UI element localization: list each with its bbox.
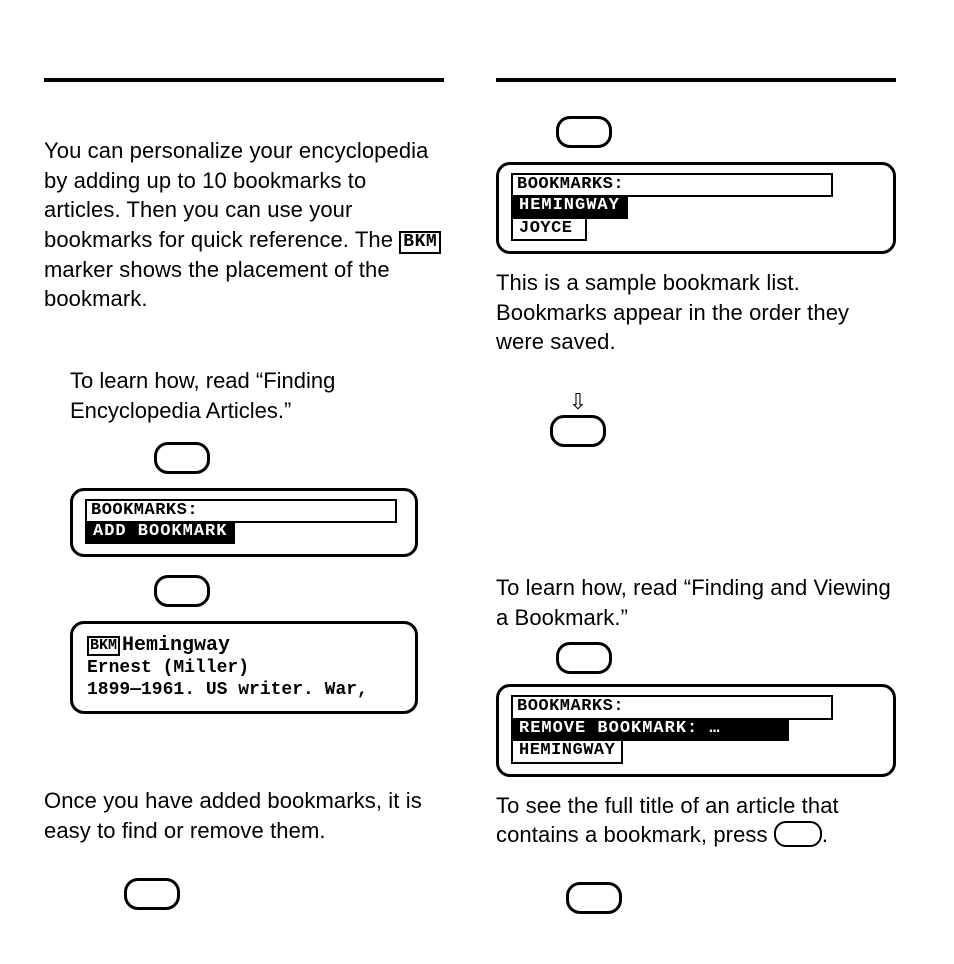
intro-text-post: marker shows the placement of the bookma… xyxy=(44,257,390,312)
lcd-article-preview: BKMHemingway Ernest (Miller) 1899—1961. … xyxy=(70,621,418,714)
device-button-icon xyxy=(154,442,210,474)
article-title-line: BKMHemingway xyxy=(87,634,401,658)
button-hint-row xyxy=(44,575,444,607)
button-hint-row xyxy=(44,878,444,910)
lcd-selected-item: REMOVE BOOKMARK: … xyxy=(511,718,789,741)
bkm-marker-tag: BKM xyxy=(399,231,441,254)
device-button-icon xyxy=(550,415,606,447)
paragraph-full-title-post: . xyxy=(822,822,828,847)
paragraph-find-remove: Once you have added bookmarks, it is eas… xyxy=(44,786,444,845)
button-hint-row xyxy=(496,116,896,148)
paragraph-full-title: To see the full title of an article that… xyxy=(496,791,896,850)
lcd-selected-item: HEMINGWAY xyxy=(511,195,628,218)
lcd-add-bookmark: BOOKMARKS: ADD BOOKMARK xyxy=(70,488,418,558)
paragraph-sample-list: This is a sample bookmark list. Bookmark… xyxy=(496,268,896,357)
left-column: You can personalize your encyclopedia by… xyxy=(44,78,444,924)
lcd-selected-item: ADD BOOKMARK xyxy=(85,521,235,544)
page-root: You can personalize your encyclopedia by… xyxy=(0,0,954,964)
down-arrow-icon: ⇩ xyxy=(569,391,587,413)
intro-paragraph: You can personalize your encyclopedia by… xyxy=(44,136,444,314)
button-hint-row xyxy=(496,642,896,674)
button-hint-row xyxy=(44,442,444,474)
lcd-remove-bookmark: BOOKMARKS: REMOVE BOOKMARK: … HEMINGWAY xyxy=(496,684,896,776)
device-button-icon-inline xyxy=(774,821,822,847)
right-column: BOOKMARKS: HEMINGWAY JOYCE This is a sam… xyxy=(496,78,896,924)
device-button-icon xyxy=(556,116,612,148)
intro-text-pre: You can personalize your encyclopedia by… xyxy=(44,138,428,252)
article-line-3: 1899—1961. US writer. War, xyxy=(87,680,401,702)
column-rule xyxy=(496,78,896,82)
lcd-bookmark-list: BOOKMARKS: HEMINGWAY JOYCE xyxy=(496,162,896,254)
lcd-list-item: HEMINGWAY xyxy=(511,741,623,763)
button-hint-row xyxy=(496,882,896,914)
subnote-finding-articles: To learn how, read “Finding Encyclopedia… xyxy=(44,366,444,425)
column-rule xyxy=(44,78,444,82)
article-title: Hemingway xyxy=(122,634,230,657)
device-button-icon xyxy=(154,575,210,607)
lcd-header: BOOKMARKS: xyxy=(511,173,833,197)
arrow-button-hint: ⇩ xyxy=(496,391,608,447)
lcd-header: BOOKMARKS: xyxy=(85,499,397,523)
lcd-header: BOOKMARKS: xyxy=(511,695,833,719)
lcd-list-item: JOYCE xyxy=(511,219,587,241)
device-button-icon xyxy=(566,882,622,914)
subnote-finding-bookmark: To learn how, read “Finding and Viewing … xyxy=(496,573,896,632)
bkm-marker-inline: BKM xyxy=(87,636,120,656)
device-button-icon xyxy=(124,878,180,910)
device-button-icon xyxy=(556,642,612,674)
article-line-2: Ernest (Miller) xyxy=(87,658,401,680)
